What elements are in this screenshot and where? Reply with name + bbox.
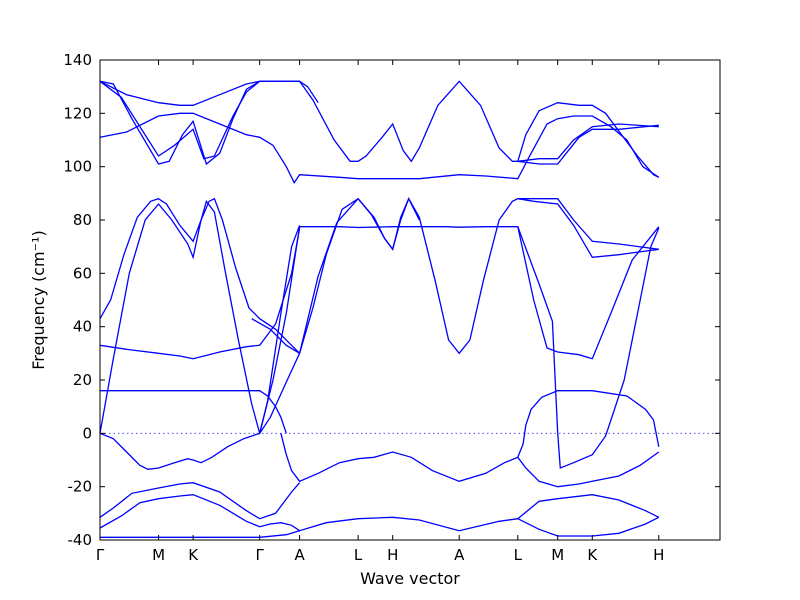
band-line-6 xyxy=(517,124,659,165)
band-line-13 xyxy=(517,198,659,258)
y-tick-label: 120 xyxy=(63,104,92,122)
x-tick-label: M xyxy=(551,546,564,564)
y-tick-label: 60 xyxy=(73,264,92,282)
x-tick-label: H xyxy=(653,546,664,564)
y-tick-label: 140 xyxy=(63,51,92,69)
x-tick-label: Γ xyxy=(96,546,105,564)
x-tick-label: A xyxy=(294,546,305,564)
band-line-3 xyxy=(99,80,260,106)
band-line-11 xyxy=(99,227,301,360)
band-line-14 xyxy=(517,226,660,360)
y-tick-label: 40 xyxy=(73,318,92,336)
x-tick-label: A xyxy=(454,546,465,564)
y-tick-label: -20 xyxy=(68,478,93,496)
y-tick-label: 100 xyxy=(63,158,92,176)
x-tick-label: Γ xyxy=(255,546,264,564)
y-tick-label: 20 xyxy=(73,371,92,389)
band-line-7 xyxy=(99,197,659,355)
y-tick-label: 0 xyxy=(82,424,92,442)
band-line-1 xyxy=(99,80,659,166)
x-tick-label: L xyxy=(354,546,363,564)
band-line-12 xyxy=(251,318,300,354)
band-line-21 xyxy=(100,530,300,538)
y-axis-label: Frequency (cm⁻¹) xyxy=(29,230,48,369)
x-tick-label: L xyxy=(514,546,523,564)
band-line-16 xyxy=(517,390,660,458)
y-tick-label: -40 xyxy=(68,531,93,549)
band-line-18 xyxy=(280,433,660,488)
y-tick-label: 80 xyxy=(73,211,92,229)
band-line-17 xyxy=(99,432,260,470)
band-line-20 xyxy=(99,494,660,532)
x-tick-label: K xyxy=(188,546,199,564)
x-tick-label: H xyxy=(387,546,398,564)
band-line-9 xyxy=(259,226,660,469)
band-lines xyxy=(99,80,660,538)
band-line-10 xyxy=(259,225,301,434)
band-line-4 xyxy=(99,112,660,184)
band-line-8 xyxy=(99,197,420,435)
plot-frame xyxy=(99,59,721,541)
x-tick-label: K xyxy=(587,546,598,564)
x-tick-label: M xyxy=(152,546,165,564)
x-axis-label: Wave vector xyxy=(360,569,460,588)
band-line-5 xyxy=(517,102,660,178)
band-line-15 xyxy=(100,390,287,434)
band-line-19 xyxy=(99,482,301,520)
band-line-2 xyxy=(99,80,319,160)
